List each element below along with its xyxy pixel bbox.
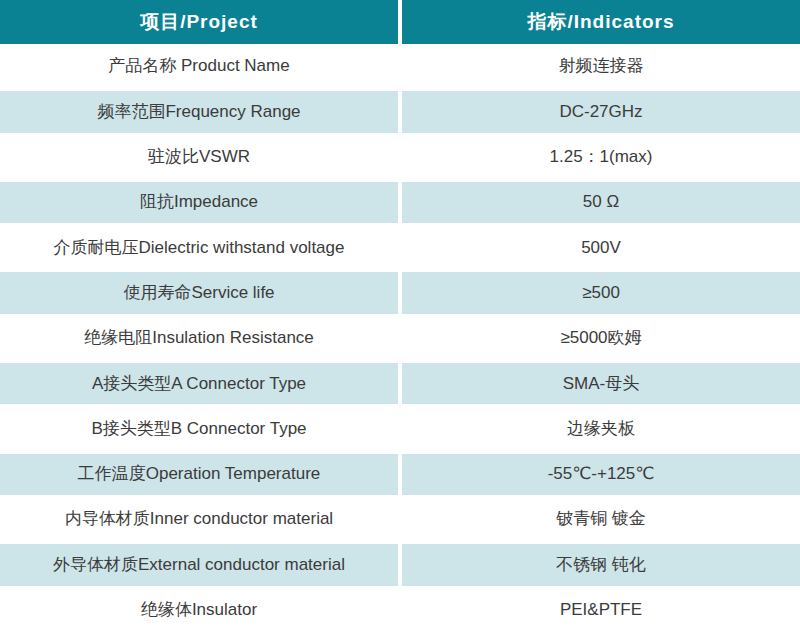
project-cell: 驻波比VSWR xyxy=(0,135,398,180)
project-cell: 绝缘体Insulator xyxy=(0,588,398,633)
table-row: 绝缘电阻Insulation Resistance ≥5000欧姆 xyxy=(0,316,800,361)
indicator-cell: 50 Ω xyxy=(402,182,800,223)
indicator-cell: PEI&PTFE xyxy=(402,588,800,633)
indicator-cell: ≥5000欧姆 xyxy=(402,316,800,361)
project-cell: 使用寿命Service life xyxy=(0,272,398,313)
table-row: 频率范围Frequency Range DC-27GHz xyxy=(0,89,800,134)
table-row: 工作温度Operation Temperature -55℃-+125℃ xyxy=(0,452,800,497)
project-cell: 介质耐电压Dielectric withstand voltage xyxy=(0,225,398,270)
header-cell-project: 项目/Project xyxy=(0,0,398,44)
indicator-cell: SMA-母头 xyxy=(402,363,800,404)
project-cell: 绝缘电阻Insulation Resistance xyxy=(0,316,398,361)
indicator-cell: -55℃-+125℃ xyxy=(402,454,800,495)
indicator-cell: 铍青铜 镀金 xyxy=(402,497,800,542)
indicator-cell: 500V xyxy=(402,225,800,270)
project-cell: 工作温度Operation Temperature xyxy=(0,454,398,495)
table-row: 驻波比VSWR 1.25：1(max) xyxy=(0,135,800,180)
table-row: 阻抗Impedance 50 Ω xyxy=(0,180,800,225)
indicator-cell: DC-27GHz xyxy=(402,91,800,132)
table-header-row: 项目/Project 指标/Indicators xyxy=(0,0,800,44)
project-cell: 内导体材质Inner conductor material xyxy=(0,497,398,542)
table-row: 介质耐电压Dielectric withstand voltage 500V xyxy=(0,225,800,270)
table-row: 产品名称 Product Name 射频连接器 xyxy=(0,44,800,89)
table-row: 绝缘体Insulator PEI&PTFE xyxy=(0,588,800,633)
project-cell: A接头类型A Connector Type xyxy=(0,363,398,404)
spec-table: 项目/Project 指标/Indicators 产品名称 Product Na… xyxy=(0,0,800,633)
indicator-cell: 1.25：1(max) xyxy=(402,135,800,180)
project-cell: 阻抗Impedance xyxy=(0,182,398,223)
table-row: A接头类型A Connector Type SMA-母头 xyxy=(0,361,800,406)
indicator-cell: 不锈钢 钝化 xyxy=(402,544,800,585)
indicator-cell: 射频连接器 xyxy=(402,44,800,89)
project-cell: 产品名称 Product Name xyxy=(0,44,398,89)
table-row: 外导体材质External conductor material 不锈钢 钝化 xyxy=(0,542,800,587)
project-cell: B接头类型B Connector Type xyxy=(0,406,398,451)
indicator-cell: 边缘夹板 xyxy=(402,406,800,451)
header-cell-indicators: 指标/Indicators xyxy=(402,0,800,44)
table-row: 使用寿命Service life ≥500 xyxy=(0,270,800,315)
project-cell: 频率范围Frequency Range xyxy=(0,91,398,132)
table-row: B接头类型B Connector Type 边缘夹板 xyxy=(0,406,800,451)
project-cell: 外导体材质External conductor material xyxy=(0,544,398,585)
indicator-cell: ≥500 xyxy=(402,272,800,313)
table-row: 内导体材质Inner conductor material 铍青铜 镀金 xyxy=(0,497,800,542)
